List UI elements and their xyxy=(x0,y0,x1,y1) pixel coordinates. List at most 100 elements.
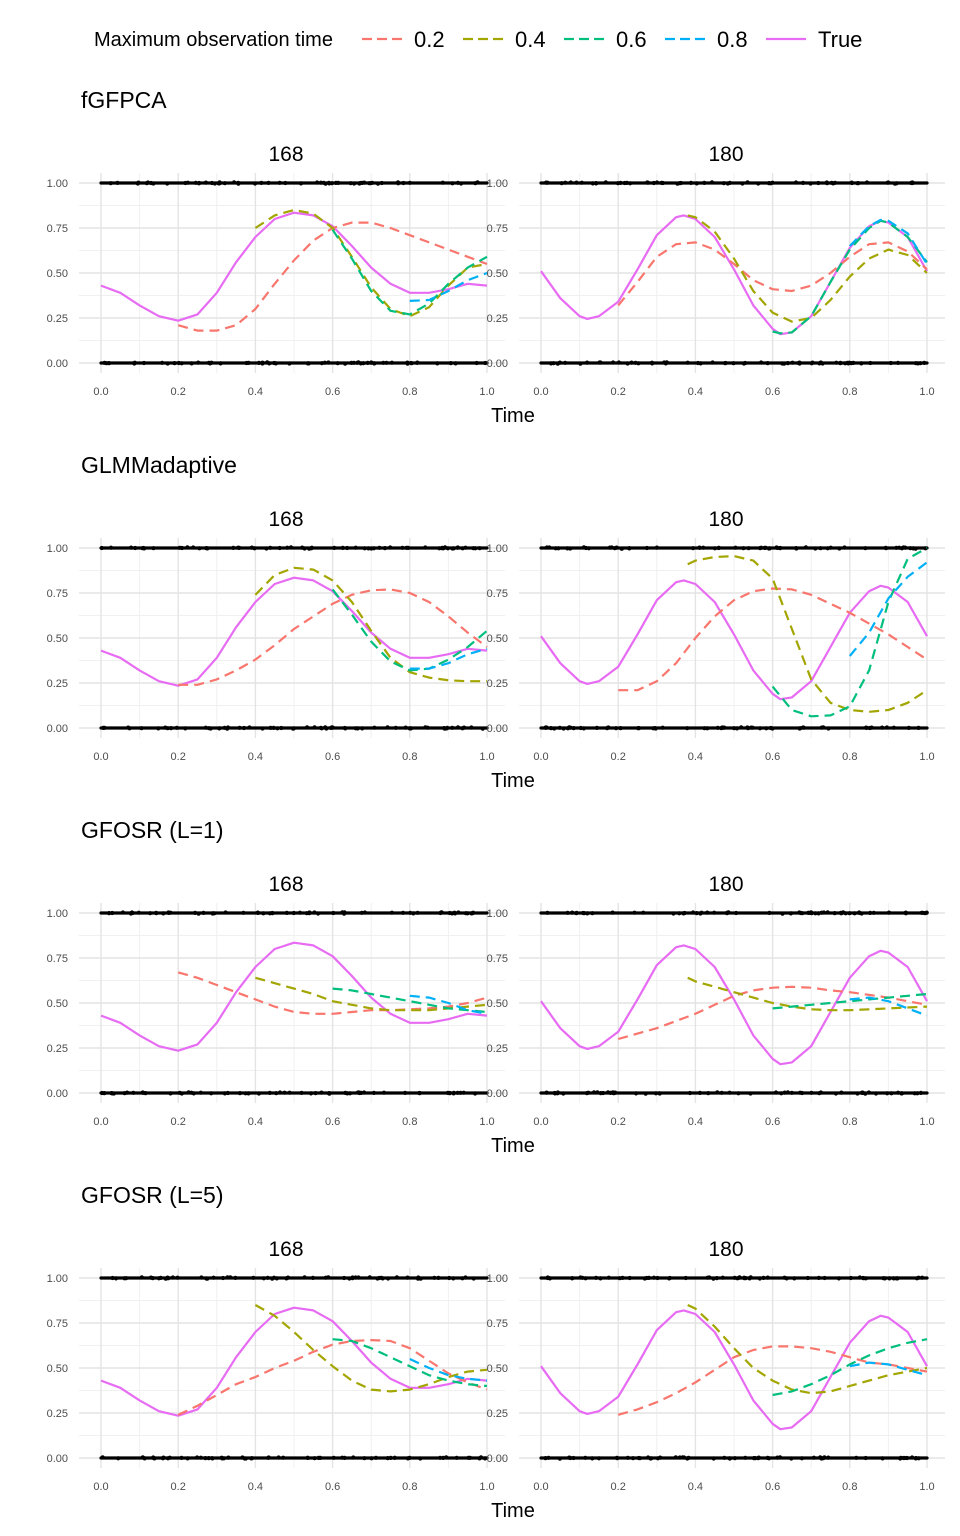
observation-dot xyxy=(918,361,923,366)
observation-dots-0 xyxy=(99,1455,489,1461)
observation-dot xyxy=(829,180,834,185)
observation-dot xyxy=(302,546,307,551)
observation-dot xyxy=(443,545,448,550)
observation-dot xyxy=(590,181,595,186)
y-tick-label: 0.75 xyxy=(487,588,508,600)
observation-dot xyxy=(360,726,365,731)
observation-dot xyxy=(801,180,806,185)
y-tick-label: 0.25 xyxy=(487,678,508,690)
x-tick-label: 0.2 xyxy=(611,386,626,398)
facet-168: 168 0.00 0.25 0.50 0.75 1.00 0.0 0.2 0.4 0.6 0.8 1.… xyxy=(47,873,505,1128)
y-tick-label: 1.00 xyxy=(47,543,68,555)
observation-dot xyxy=(770,180,775,185)
observation-dot xyxy=(594,181,599,186)
observation-dot xyxy=(908,546,913,551)
observation-dot xyxy=(386,1276,391,1281)
observation-dot xyxy=(697,1090,703,1095)
observation-dot xyxy=(246,1091,251,1096)
observation-dots-1 xyxy=(539,545,929,551)
observation-dot xyxy=(657,1091,662,1096)
panel-title: GLMMadaptive xyxy=(81,452,237,478)
observation-dot xyxy=(203,725,208,730)
y-tick-label: 0.50 xyxy=(47,268,68,280)
observation-dot xyxy=(790,360,795,365)
observation-dot xyxy=(359,910,364,915)
observation-dot xyxy=(400,545,405,550)
y-tick-label: 0.00 xyxy=(487,723,508,735)
observation-dot xyxy=(745,725,750,730)
legend-label-0-6: 0.6 xyxy=(616,27,647,52)
observation-dot xyxy=(775,1455,780,1460)
observation-dot xyxy=(240,1455,245,1460)
observation-dot xyxy=(739,725,744,730)
x-axis-title: Time xyxy=(491,405,535,427)
series-line-true xyxy=(100,941,488,1052)
observation-dot xyxy=(655,1275,660,1281)
series-line-0-2 xyxy=(618,587,928,692)
observation-dot xyxy=(843,911,848,916)
x-tick-label: 0.2 xyxy=(611,751,626,763)
observation-dot xyxy=(266,1455,271,1460)
panel-title: GFOSR (L=5) xyxy=(81,1182,224,1208)
y-tick-label: 1.00 xyxy=(487,543,508,555)
observation-dot xyxy=(855,1091,860,1096)
series-line-0-2 xyxy=(177,971,488,1015)
observation-dot xyxy=(805,1275,810,1281)
observation-dot xyxy=(241,910,246,915)
observation-dot xyxy=(740,181,745,186)
y-tick-label: 0.00 xyxy=(47,1088,68,1100)
observation-dot xyxy=(616,360,622,365)
observation-dot xyxy=(590,911,595,916)
observation-dot xyxy=(714,1276,719,1281)
observation-dot xyxy=(822,1455,827,1460)
y-tick-label: 1.00 xyxy=(487,1273,508,1285)
observation-dot xyxy=(780,911,785,916)
y-tick-label: 0.25 xyxy=(47,1408,68,1420)
observation-dot xyxy=(545,180,550,185)
x-tick-label: 0.4 xyxy=(248,1481,263,1493)
observation-dot xyxy=(863,1276,869,1281)
observation-dot xyxy=(918,1090,924,1095)
observation-dot xyxy=(176,360,181,366)
legend-title: Maximum observation time xyxy=(94,29,333,51)
observation-dot xyxy=(671,911,676,916)
observation-dot xyxy=(388,545,393,550)
observation-dot xyxy=(432,1275,437,1280)
observation-dot xyxy=(809,361,814,366)
series-line-0-6 xyxy=(771,547,928,718)
observation-dot xyxy=(403,725,408,730)
observation-dot xyxy=(909,180,914,186)
observation-dot xyxy=(561,1091,566,1096)
y-tick-label: 0.00 xyxy=(47,358,68,370)
y-tick-label: 0.50 xyxy=(47,633,68,645)
observation-dot xyxy=(326,1275,331,1280)
observation-dot xyxy=(880,1456,885,1461)
observation-dot xyxy=(241,725,247,731)
observation-dot xyxy=(113,1276,119,1281)
observation-dot xyxy=(454,1455,459,1460)
y-tick-label: 0.00 xyxy=(47,1453,68,1465)
observation-dot xyxy=(547,1276,553,1281)
observation-dot xyxy=(302,1275,307,1280)
observation-dot xyxy=(606,1275,611,1280)
facet-strip-label: 180 xyxy=(708,143,743,166)
observation-dot xyxy=(416,1275,421,1280)
observation-dot xyxy=(261,1276,266,1281)
observation-dot xyxy=(252,546,257,551)
observation-dot xyxy=(211,1275,216,1280)
observation-dot xyxy=(438,1455,443,1460)
observation-dot xyxy=(899,1091,904,1096)
x-tick-label: 0.0 xyxy=(533,1481,548,1493)
series-line-0-8 xyxy=(849,996,928,1017)
y-tick-label: 1.00 xyxy=(47,178,68,190)
observation-dot xyxy=(594,1275,599,1280)
observation-dot xyxy=(578,361,583,366)
series-line-0-8 xyxy=(848,561,928,657)
observation-dot xyxy=(453,361,458,366)
observation-dot xyxy=(392,1455,397,1460)
observation-dot xyxy=(629,360,634,365)
observation-dot xyxy=(335,361,340,366)
observation-dot xyxy=(102,360,107,365)
observation-dot xyxy=(763,545,768,550)
observation-dot xyxy=(720,1275,725,1280)
